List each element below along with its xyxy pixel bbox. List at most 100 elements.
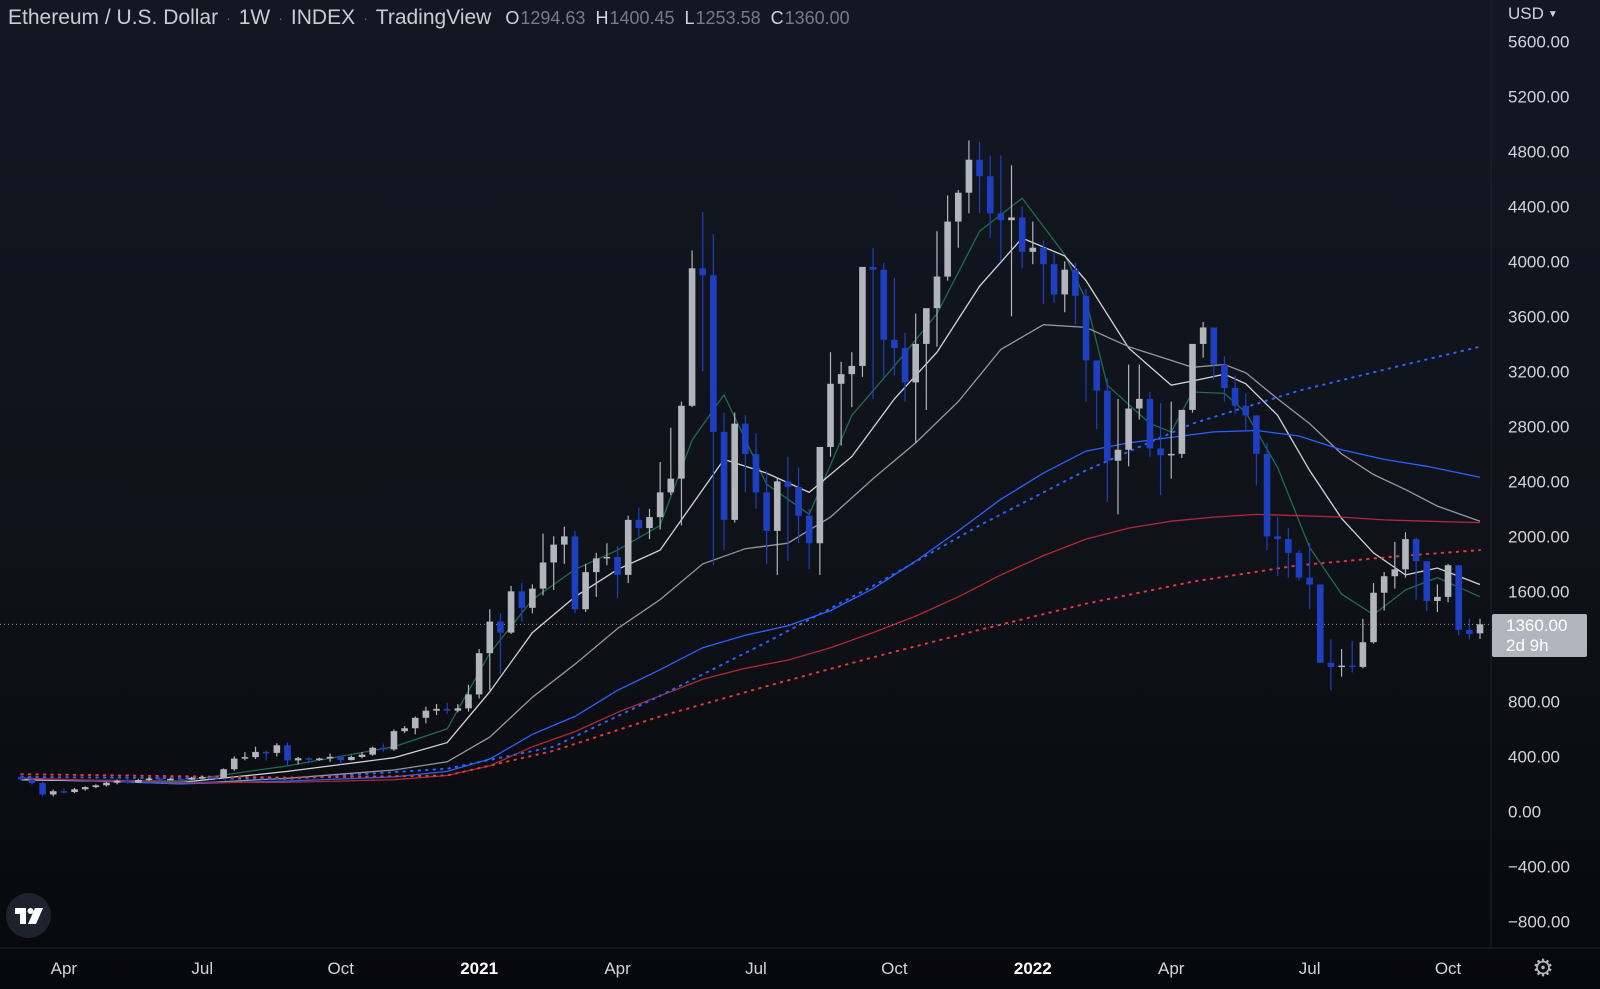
candlesticks[interactable]	[17, 140, 1484, 797]
time-axis[interactable]: Apr Jul Oct 2021 Apr Jul Oct 2022 Apr Jul Oct	[51, 959, 1462, 978]
candle-body	[1231, 387, 1239, 406]
candle-body	[1082, 295, 1090, 361]
candle-body	[1029, 247, 1037, 252]
candle	[1455, 565, 1463, 636]
candle-body	[614, 556, 621, 575]
candle-body	[230, 758, 238, 770]
candle-body	[1370, 592, 1377, 643]
candle	[742, 415, 749, 493]
candle	[1338, 649, 1345, 677]
candle	[827, 352, 834, 457]
candle	[390, 729, 398, 751]
candle-body	[390, 731, 398, 750]
candle-body	[986, 176, 994, 214]
candle-body	[699, 268, 707, 276]
candle-body	[720, 431, 728, 520]
candle-body	[571, 536, 579, 610]
currency-selector[interactable]: USD ▼	[1508, 4, 1558, 24]
candle	[220, 768, 227, 779]
candle	[1444, 563, 1452, 603]
candle	[954, 189, 962, 248]
candle	[816, 447, 824, 575]
candle-body	[433, 708, 440, 711]
price-axis[interactable]: 5600.00 5200.00 4800.00 4400.00 4000.00 3600.…	[1508, 32, 1570, 931]
candle	[1348, 640, 1356, 673]
candle	[1253, 415, 1260, 486]
candle-body	[1306, 577, 1313, 585]
candle	[1029, 221, 1037, 265]
price-axis-label: 1600.00	[1508, 582, 1569, 601]
candle	[188, 776, 195, 780]
candle-body	[1444, 565, 1452, 597]
candle	[358, 752, 366, 759]
candle	[1114, 398, 1122, 515]
candle	[1093, 360, 1100, 430]
price-axis-label: 3200.00	[1508, 362, 1569, 381]
candle-body	[997, 213, 1005, 221]
separator-dot: ·	[278, 10, 283, 26]
candle	[603, 543, 611, 566]
time-axis-label: Jul	[745, 959, 767, 978]
candle	[624, 515, 632, 584]
candle	[156, 776, 164, 782]
candle	[1412, 537, 1420, 600]
candle	[1167, 401, 1175, 479]
candle-body	[316, 758, 323, 760]
candle	[923, 308, 930, 410]
candle-body	[1338, 665, 1345, 668]
candle	[1306, 543, 1313, 610]
candle	[28, 777, 36, 785]
candle-body	[1221, 364, 1228, 388]
candle-body	[1125, 408, 1132, 450]
candle	[1242, 393, 1250, 432]
symbol-title[interactable]: Ethereum / U.S. Dollar	[8, 6, 219, 29]
interval-label[interactable]: 1W	[238, 6, 271, 29]
candle-body	[539, 562, 547, 589]
time-axis-label: Oct	[327, 959, 354, 978]
candle-body	[1434, 596, 1441, 601]
candle	[294, 756, 302, 765]
candle-body	[1455, 565, 1463, 630]
candle	[1231, 375, 1239, 415]
candle-body	[1391, 569, 1399, 577]
candle	[167, 777, 174, 781]
price-axis-label: 4400.00	[1508, 197, 1569, 216]
price-axis-label: −400.00	[1508, 857, 1570, 876]
candle-body	[1072, 269, 1079, 296]
candle	[145, 777, 153, 782]
candle	[1423, 561, 1431, 611]
candle	[529, 584, 536, 614]
candle-body	[1199, 327, 1207, 344]
candle	[401, 726, 408, 733]
candle-body	[827, 383, 834, 448]
candle	[784, 456, 792, 562]
gear-icon[interactable]: ⚙	[1532, 954, 1554, 982]
candle	[507, 585, 515, 634]
price-axis-label: 0.00	[1508, 802, 1541, 821]
open-value: 1294.63	[520, 7, 586, 28]
candle-body	[1146, 398, 1154, 449]
candle	[561, 526, 568, 564]
candle	[901, 332, 909, 402]
candle	[81, 786, 89, 791]
candle	[284, 742, 291, 766]
candle-body	[848, 365, 856, 375]
candle-body	[667, 478, 675, 493]
tradingview-logo-icon[interactable]	[6, 893, 51, 938]
high-value: 1400.45	[609, 7, 675, 28]
candle-body	[486, 621, 494, 654]
candle	[1189, 343, 1196, 413]
candle	[1135, 364, 1143, 420]
candle-body	[199, 777, 206, 779]
candle	[1199, 321, 1207, 358]
price-axis-label: 4800.00	[1508, 142, 1569, 161]
candle	[582, 563, 589, 612]
candle-body	[188, 777, 195, 780]
candle-body	[326, 756, 334, 759]
candle-body	[603, 556, 611, 559]
time-axis-label: Oct	[881, 959, 908, 978]
candle-body	[710, 275, 717, 432]
candle-body	[859, 266, 866, 366]
bar-countdown: 2d 9h	[1506, 636, 1549, 655]
